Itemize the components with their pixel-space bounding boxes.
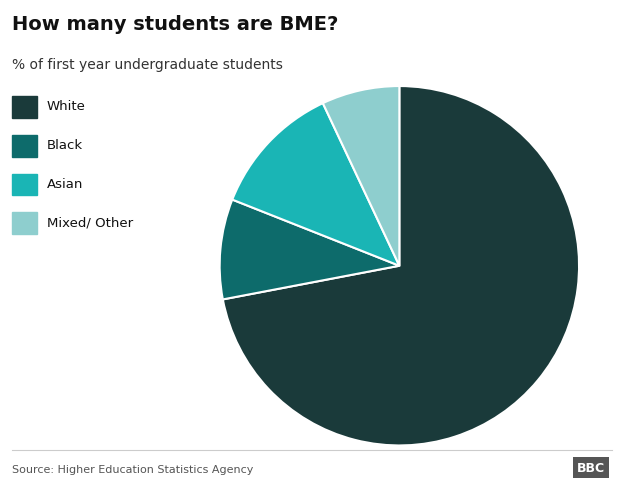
Wedge shape xyxy=(220,200,399,300)
Text: How many students are BME?: How many students are BME? xyxy=(12,15,339,33)
Wedge shape xyxy=(223,87,579,446)
Text: Source: Higher Education Statistics Agency: Source: Higher Education Statistics Agen… xyxy=(12,464,254,474)
Wedge shape xyxy=(323,87,399,266)
Text: Mixed/ Other: Mixed/ Other xyxy=(47,216,133,229)
Text: % of first year undergraduate students: % of first year undergraduate students xyxy=(12,58,283,72)
Text: Asian: Asian xyxy=(47,178,83,190)
Text: BBC: BBC xyxy=(577,461,605,474)
Text: White: White xyxy=(47,100,85,113)
Text: Black: Black xyxy=(47,139,83,151)
Wedge shape xyxy=(232,104,399,266)
